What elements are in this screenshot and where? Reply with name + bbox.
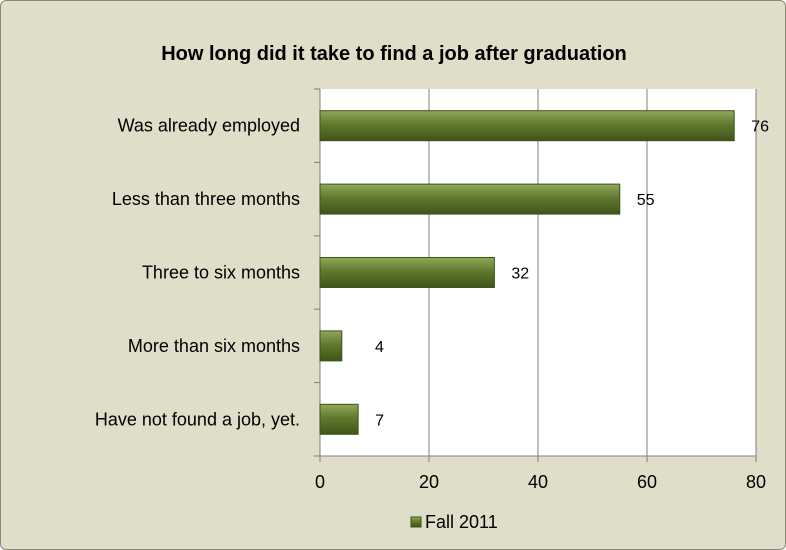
x-tick-label: 0	[315, 472, 325, 492]
legend-label: Fall 2011	[425, 512, 498, 532]
data-label: 55	[637, 192, 655, 209]
bar	[319, 330, 343, 362]
x-tick-label: 80	[746, 472, 766, 492]
data-label: 76	[751, 119, 769, 136]
x-tick-label: 60	[637, 472, 657, 492]
legend-swatch	[410, 516, 422, 528]
bar	[319, 110, 735, 142]
bar	[319, 257, 495, 288]
data-label: 7	[375, 412, 384, 429]
bar	[319, 403, 359, 435]
category-label: Have not found a job, yet.	[95, 409, 300, 429]
category-label: Was already employed	[118, 116, 300, 136]
x-tick-label: 20	[419, 472, 439, 492]
category-label: More than six months	[128, 336, 300, 356]
bar	[319, 183, 621, 215]
data-label: 4	[375, 339, 384, 356]
x-tick-label: 40	[528, 472, 548, 492]
category-label: Three to six months	[142, 263, 300, 283]
category-label: Less than three months	[112, 189, 300, 209]
data-label: 32	[511, 266, 529, 283]
chart-title: How long did it take to find a job after…	[161, 43, 627, 65]
